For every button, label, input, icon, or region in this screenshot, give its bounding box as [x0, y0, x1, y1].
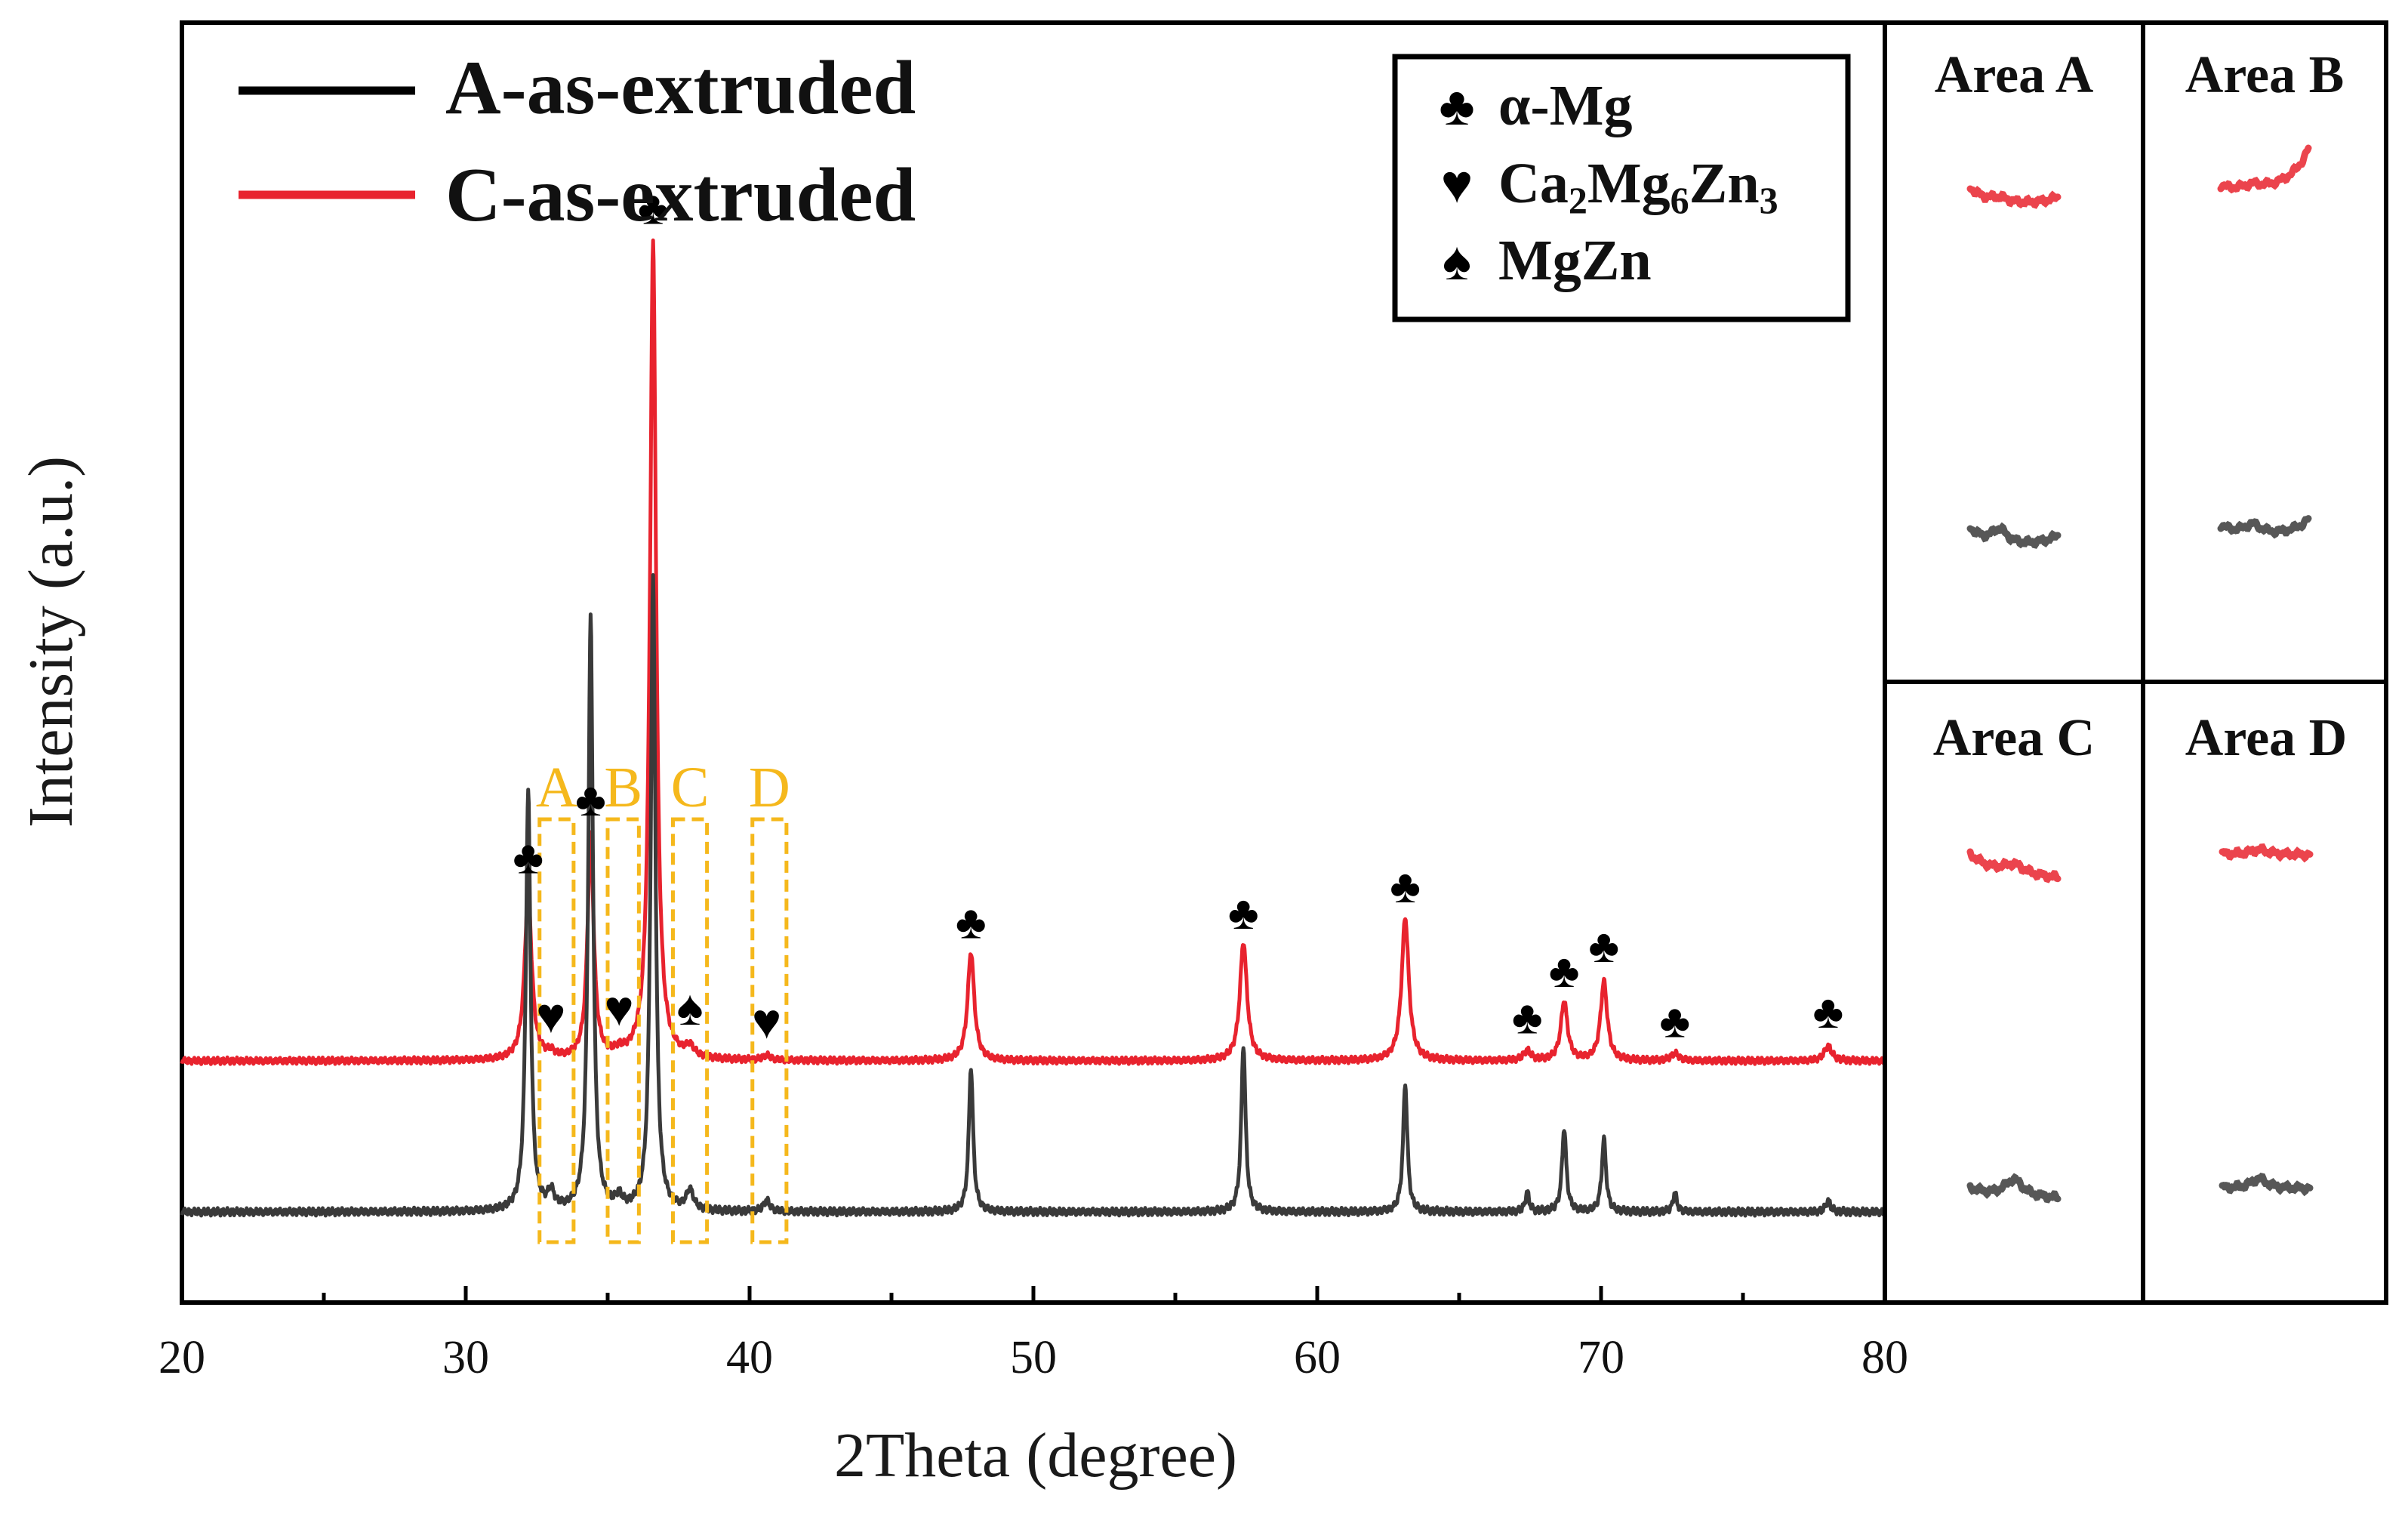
highlight-label-b: B — [604, 756, 642, 819]
club-icon: ♣ — [1439, 76, 1474, 137]
x-axis-label: 2Theta (degree) — [834, 1420, 1237, 1491]
phase-legend-label-1: Ca2Mg6Zn3 — [1498, 152, 1778, 221]
zoom-panels: Area A Area B Area C Area D — [1883, 20, 2388, 1305]
series-line-c-as-extruded — [180, 238, 1887, 1066]
peak-marker-heart-3: ♥ — [604, 982, 633, 1037]
zoom-title-c: Area C — [1933, 709, 2095, 767]
zoom-title-b: Area B — [2185, 46, 2345, 104]
highlight-box-c — [670, 817, 710, 1244]
peak-marker-club-0: ♣ — [513, 833, 543, 884]
spade-icon: ♠ — [1443, 231, 1471, 291]
peak-marker-club-13: ♣ — [1659, 997, 1690, 1048]
highlight-label-a: A — [536, 756, 577, 819]
x-tick-label-30: 30 — [442, 1332, 489, 1383]
phase-legend-label-2: MgZn — [1498, 229, 1652, 292]
zoom-trace-d-red — [2219, 843, 2314, 863]
zoom-trace-d-black — [2219, 1173, 2314, 1197]
highlight-box-d — [750, 817, 789, 1244]
peak-marker-heart-6: ♥ — [752, 994, 781, 1050]
zoom-title-d: Area D — [2185, 709, 2347, 767]
x-tick-label-70: 70 — [1578, 1332, 1624, 1383]
x-tick-label-80: 80 — [1861, 1332, 1908, 1383]
peak-marker-club-8: ♣ — [1228, 888, 1259, 939]
zoom-trace-c-red — [1966, 848, 2062, 883]
phase-legend: ♣ α-Mg ♥ Ca2Mg6Zn3 ♠ MgZn — [1392, 54, 1851, 322]
zoom-panels-frame — [1883, 20, 2388, 1305]
zoom-traces — [1966, 144, 2314, 1204]
peak-marker-club-9: ♣ — [1390, 862, 1421, 913]
legend-label-a: A-as-extruded — [445, 45, 916, 131]
zoom-trace-b-black — [2217, 515, 2312, 539]
line-legend: A-as-extruded C-as-extruded — [239, 45, 916, 238]
peak-marker-club-10: ♣ — [1512, 992, 1543, 1044]
heart-icon: ♥ — [1441, 154, 1473, 214]
x-tick-label-20: 20 — [159, 1332, 205, 1383]
zoom-trace-a-red — [1966, 185, 2062, 209]
highlight-label-d: D — [749, 756, 790, 819]
peak-marker-club-12: ♣ — [1588, 921, 1619, 973]
series-layer — [180, 238, 1887, 1218]
peak-markers: ♣♥♣♥♣♠ ♥♣ ♣♣♣♣ ♣♣ ♣ — [513, 183, 1843, 1050]
peak-marker-club-14: ♣ — [1812, 987, 1843, 1038]
peak-marker-club-11: ♣ — [1549, 946, 1580, 997]
peak-marker-club-4: ♣ — [638, 183, 669, 234]
series-line-a-as-extruded — [180, 573, 1887, 1218]
zoom-trace-b-red — [2217, 144, 2312, 194]
peak-marker-heart-1: ♥ — [536, 989, 565, 1044]
legend-label-c: C-as-extruded — [445, 153, 916, 238]
zoom-trace-c-black — [1966, 1173, 2062, 1204]
peak-marker-spade-5: ♠ — [677, 981, 704, 1036]
phase-legend-box — [1392, 54, 1851, 322]
highlight-box-a — [537, 817, 576, 1244]
highlight-label-c: C — [671, 756, 710, 819]
peak-marker-club-2: ♣ — [575, 775, 606, 826]
peak-marker-club-7: ♣ — [956, 898, 987, 949]
x-tick-label-60: 60 — [1294, 1332, 1341, 1383]
y-axis-label: Intensity (a.u.) — [16, 456, 86, 828]
x-axis: 20 30 40 50 60 70 80 — [159, 1286, 1908, 1383]
x-tick-label-40: 40 — [726, 1332, 773, 1383]
zoom-trace-a-black — [1966, 522, 2062, 549]
zoom-title-a: Area A — [1935, 46, 2094, 104]
x-tick-label-50: 50 — [1010, 1332, 1057, 1383]
phase-legend-label-0: α-Mg — [1498, 74, 1632, 137]
